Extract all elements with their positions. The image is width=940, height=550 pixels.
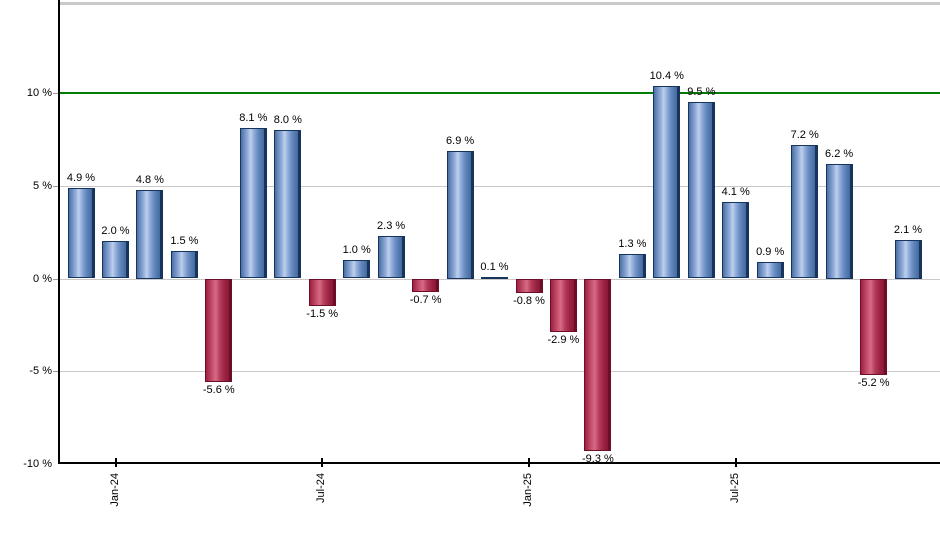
bar-value-label: 0.9 % (756, 245, 785, 258)
bar-value-label: 1.3 % (618, 238, 647, 251)
bar-Jul-24 (308, 278, 336, 307)
y-axis-label: 5 % (33, 179, 52, 192)
bar-value-label: -9.3 % (581, 453, 614, 465)
bar-value-label: -1.5 % (306, 308, 339, 321)
x-tick (114, 458, 117, 467)
bar-value-label: 8.1 % (239, 112, 268, 125)
x-axis-label-text: Jul-25 (728, 473, 741, 503)
x-axis-label-text: Jan-25 (522, 473, 534, 507)
bar-value-label: -0.7 % (409, 293, 442, 306)
bar-value-label: 2.3 % (377, 219, 406, 232)
bar-Jan-24 (102, 241, 129, 279)
y-axis-line (58, 0, 60, 464)
x-axis-label-text: Jan-24 (108, 473, 121, 507)
bar-Aug-24 (343, 259, 371, 279)
y-tick (53, 93, 58, 94)
bar-Jan-25 (515, 278, 543, 294)
bar-Oct-25 (825, 163, 853, 279)
bar-Nov-24 (446, 150, 474, 279)
bar-Dec-23 (67, 187, 95, 279)
bar-value-label: 1.5 % (170, 234, 199, 247)
bar-value-label: 4.8 % (135, 173, 164, 186)
y-axis-label: -5 % (29, 365, 52, 378)
plot-top-border (58, 2, 940, 5)
bar-value-label: 7.2 % (790, 128, 819, 141)
bar-Feb-25 (549, 278, 577, 333)
bar-Mar-25 (584, 278, 612, 451)
bar-value-label: -5.6 % (202, 384, 235, 397)
bar-Nov-25 (860, 278, 888, 375)
bar-value-label: -5.2 % (857, 377, 890, 389)
bar-value-label: 9.5 % (687, 86, 716, 99)
bar-value-label: 4.9 % (66, 171, 96, 184)
bar-Apr-24 (205, 278, 233, 383)
bar-value-label: 6.2 % (825, 147, 854, 160)
bar-Oct-24 (412, 278, 440, 292)
bar-value-label: 6.9 % (446, 134, 475, 147)
x-tick (321, 458, 324, 467)
y-axis-label: -10 % (23, 458, 52, 470)
x-axis-label-text: Jul-24 (315, 473, 328, 503)
plot-area: 4.9 % 2.0 % 4.8 % 1.5 % -5.6 % 8.1 % 8.0 % -1.5… (53, 3, 940, 465)
x-axis-line (58, 462, 940, 464)
y-axis-label: 10 % (26, 87, 52, 99)
bar-May-25 (653, 85, 681, 279)
bar-value-label: -2.9 % (547, 334, 580, 347)
bar-value-label: 10.4 % (649, 69, 684, 82)
bar-value-label: 4.1 % (721, 186, 750, 199)
y-axis-label: 0 % (33, 272, 52, 285)
bar-value-label: 1.0 % (342, 243, 371, 256)
bar-Jul-25 (722, 202, 750, 279)
bar-value-label: 8.0 % (273, 114, 302, 127)
y-tick (53, 279, 58, 280)
bar-Dec-24 (481, 276, 508, 279)
bar-May-24 (239, 128, 267, 279)
bar-Jun-25 (687, 102, 715, 279)
gridline (60, 371, 940, 372)
bar-Dec-25 (894, 239, 922, 279)
bar-Feb-24 (136, 189, 164, 279)
y-tick (53, 371, 58, 372)
bar-Jun-24 (274, 130, 302, 279)
gridline (60, 279, 940, 280)
bar-Sep-24 (377, 235, 405, 279)
bar-Apr-25 (618, 254, 646, 279)
bar-value-label: 2.0 % (101, 225, 130, 238)
y-tick (53, 186, 58, 187)
x-tick (528, 458, 530, 467)
bar-Mar-24 (170, 250, 198, 279)
bar-Sep-25 (791, 144, 819, 279)
bar-value-label: -0.8 % (513, 295, 545, 308)
bar-value-label: 0.1 % (480, 260, 509, 273)
reference-line-10pct (60, 92, 940, 94)
gridline (60, 186, 940, 187)
x-tick (734, 458, 737, 467)
bar-value-label: 2.1 % (893, 223, 923, 236)
bar-Aug-25 (756, 261, 784, 279)
